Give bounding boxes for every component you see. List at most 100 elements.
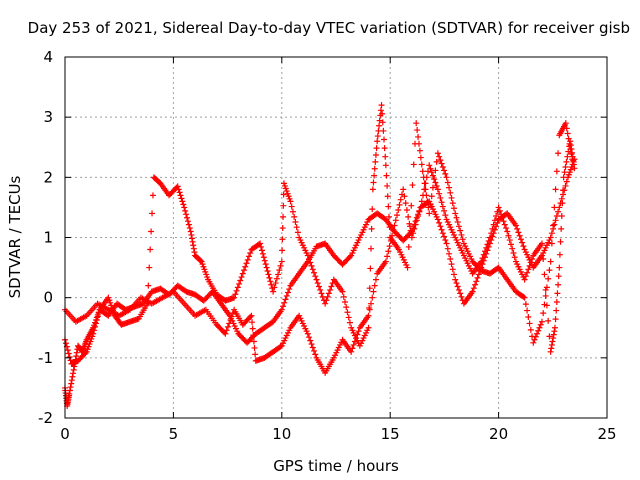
data-point-track-c: [569, 149, 576, 156]
data-point-track-c: [307, 337, 314, 344]
data-point-track-b: [404, 264, 411, 271]
data-point-track-a: [551, 221, 558, 228]
grid-lines: [65, 57, 607, 418]
data-point-track-c: [437, 194, 444, 201]
data-point-track-c: [252, 351, 259, 358]
data-point-track-a: [442, 237, 449, 244]
data-point-track-b: [382, 153, 389, 160]
data-point-track-b: [366, 285, 373, 292]
data-point-track-c: [551, 324, 558, 331]
data-point-track-c: [420, 192, 427, 199]
data-point-track-c: [423, 174, 430, 181]
data-point-track-b: [277, 262, 284, 269]
data-point-track-c: [538, 240, 545, 247]
data-point-track-b: [564, 130, 571, 137]
data-point-track-c: [433, 182, 440, 189]
data-point-track-c: [551, 328, 558, 335]
data-point-track-c: [385, 248, 392, 255]
data-point-track-a: [444, 245, 451, 252]
data-point-track-c: [510, 249, 517, 256]
data-point-track-c: [522, 273, 529, 280]
data-point-track-b: [562, 120, 569, 127]
data-point-track-b: [182, 207, 189, 214]
data-point-track-c: [413, 217, 420, 224]
data-point-track-c: [415, 213, 422, 220]
data-point-track-a: [70, 370, 77, 377]
data-point-track-c: [350, 341, 357, 348]
data-point-track-b: [238, 274, 245, 281]
data-point-track-b: [413, 120, 420, 127]
chart-title: Day 253 of 2021, Sidereal Day-to-day VTE…: [28, 19, 630, 37]
data-point-track-c: [417, 204, 424, 211]
data-point-track-b: [563, 125, 570, 132]
data-point-track-b: [288, 203, 295, 210]
data-point-track-c: [387, 237, 394, 244]
data-point-track-b: [346, 319, 353, 326]
data-point-track-a: [517, 236, 524, 243]
data-point-track-c: [250, 332, 257, 339]
data-point-track-c: [486, 234, 493, 241]
data-point-track-c: [306, 334, 313, 341]
data-point-track-a: [67, 384, 74, 391]
data-point-track-c: [421, 186, 428, 193]
data-point-track-c: [426, 162, 433, 169]
data-point-track-c: [277, 343, 284, 350]
data-point-track-c: [304, 330, 311, 337]
data-point-track-b: [365, 324, 372, 331]
data-point-track-c: [560, 187, 567, 194]
data-point-track-b: [535, 327, 542, 334]
data-point-track-b: [64, 347, 71, 354]
data-point-track-b: [280, 213, 287, 220]
data-point-track-a: [449, 266, 456, 273]
data-point-track-b: [525, 314, 532, 321]
data-point-track-a: [278, 306, 285, 313]
data-point-track-b: [458, 231, 465, 238]
data-point-track-a: [280, 303, 287, 310]
data-marks: [62, 102, 578, 409]
data-point-track-b: [247, 249, 254, 256]
data-point-track-b: [379, 119, 386, 126]
data-point-track-c: [406, 220, 413, 227]
data-point-track-c: [524, 269, 531, 276]
data-point-track-b: [367, 245, 374, 252]
data-point-track-b: [95, 310, 102, 317]
data-point-track-b: [257, 240, 264, 247]
data-point-track-a: [452, 276, 459, 283]
data-point-track-a: [472, 281, 479, 288]
data-point-track-c: [391, 222, 398, 229]
data-point-track-a: [548, 230, 555, 237]
data-point-track-b: [232, 291, 239, 298]
data-point-track-b: [534, 330, 541, 337]
data-point-track-c: [548, 341, 555, 348]
data-point-track-c: [401, 193, 408, 200]
data-point-track-c: [503, 225, 510, 232]
data-point-track-b: [532, 333, 539, 340]
data-point-track-b: [189, 238, 196, 245]
y-tick-label: 1: [43, 229, 53, 247]
data-point-track-a: [70, 366, 77, 373]
data-point-track-b: [434, 150, 441, 157]
data-point-track-a: [473, 278, 480, 285]
data-point-track-c: [498, 211, 505, 218]
data-point-track-c: [311, 347, 318, 354]
data-point-track-c: [309, 344, 316, 351]
data-point-track-a: [281, 299, 288, 306]
data-point-track-c: [416, 208, 423, 215]
data-point-track-c: [504, 228, 511, 235]
data-point-track-c: [491, 217, 498, 224]
data-point-track-c: [549, 338, 556, 345]
data-point-track-b: [242, 263, 249, 270]
data-point-track-a: [512, 222, 519, 229]
data-point-track-b: [374, 138, 381, 145]
data-point-track-b: [149, 192, 156, 199]
data-point-track-b: [263, 264, 270, 271]
data-point-track-b: [291, 213, 298, 220]
data-point-track-b: [280, 202, 287, 209]
data-point-track-c: [569, 153, 576, 160]
data-point-track-b: [548, 240, 555, 247]
data-point-track-c: [427, 165, 434, 172]
data-point-track-c: [403, 206, 410, 213]
data-point-track-b: [527, 326, 534, 333]
data-point-track-a: [68, 380, 75, 387]
data-point-track-c: [251, 344, 258, 351]
